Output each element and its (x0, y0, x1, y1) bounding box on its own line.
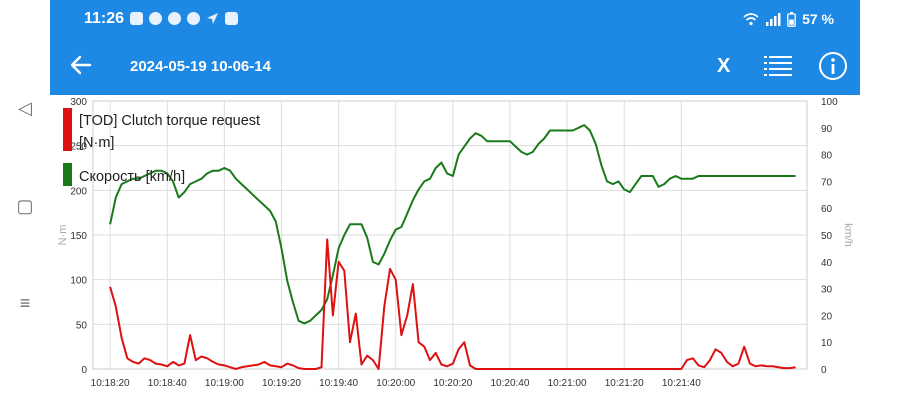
app-tile-icon (225, 12, 238, 25)
y-right-tick-label: 100 (821, 97, 838, 108)
wifi-icon (743, 13, 759, 26)
x-tick-label: 10:20:00 (376, 378, 415, 389)
y-left-tick-label: 300 (70, 97, 87, 108)
legend-torque-unit: [N·m] (79, 135, 114, 151)
torque-speed-chart[interactable]: 10:18:20 10:18:40 10:19:00 10:19:20 10:19:40… (50, 95, 860, 405)
x-tick-label: 10:18:20 (91, 378, 130, 389)
yandex-icon (187, 12, 200, 25)
info-icon[interactable] (818, 51, 848, 86)
battery-icon (787, 11, 796, 27)
y-right-tick-label: 40 (821, 258, 833, 269)
legend-torque-label: [TOD] Clutch torque request (79, 113, 260, 129)
y-left-axis-label: N·m (57, 225, 69, 246)
legend-speed-label: Скорость [km/h] (79, 169, 185, 185)
x-tick-label: 10:18:40 (148, 378, 187, 389)
x-tick-label: 10:20:40 (491, 378, 530, 389)
battery-percent: 57 % (802, 11, 834, 27)
home-square-icon[interactable]: ▢ (16, 196, 34, 216)
back-triangle-icon[interactable]: ◁ (18, 98, 32, 118)
close-button[interactable]: X (717, 55, 731, 77)
x-tick-label: 10:19:20 (262, 378, 301, 389)
x-tick-label: 10:20:20 (433, 378, 472, 389)
chart-area[interactable]: 10:18:20 10:18:40 10:19:00 10:19:20 10:19:40… (50, 95, 860, 405)
x-tick-label: 10:21:00 (548, 378, 587, 389)
log-title: 2024-05-19 10-06-14 (130, 58, 271, 75)
system-nav-bar: ◁ ▢ ≡ (0, 0, 50, 405)
y-left-tick-label: 150 (70, 231, 87, 242)
y-left-tick-label: 200 (70, 186, 87, 197)
status-time: 11:26 (84, 10, 125, 27)
speed-series-line (109, 124, 796, 325)
y-right-tick-label: 20 (821, 311, 833, 322)
y-left-tick-label: 250 (70, 142, 87, 153)
right-margin (860, 0, 900, 405)
chart-legend: [TOD] Clutch torque request [N·m] Скорость… (63, 108, 260, 186)
location-arrow-icon (206, 12, 219, 25)
status-bar: 11:26 57 % (50, 0, 860, 40)
x-tick-label: 10:21:40 (662, 378, 701, 389)
legend-swatch-speed (63, 163, 72, 186)
chart-series (109, 124, 796, 370)
y-right-tick-label: 50 (821, 231, 833, 242)
wifi-calling-icon (168, 12, 181, 25)
list-icon[interactable] (764, 54, 792, 83)
y-right-tick-label: 10 (821, 338, 833, 349)
signal-icon (766, 12, 781, 26)
chat-icon (130, 12, 143, 25)
y-right-tick-label: 80 (821, 151, 833, 162)
x-tick-label: 10:21:20 (605, 378, 644, 389)
y-right-tick-label: 60 (821, 204, 833, 215)
plot-frame (92, 100, 808, 370)
legend-swatch-torque (63, 108, 72, 151)
y-right-tick-label: 30 (821, 285, 833, 296)
x-tick-label: 10:19:40 (319, 378, 358, 389)
y-right-tick-label: 70 (821, 177, 833, 188)
y-right-axis-label: km/h (842, 223, 854, 247)
torque-series-line (109, 238, 796, 370)
y-left-tick-label: 0 (81, 365, 87, 376)
y-left-tick-label: 50 (76, 320, 88, 331)
system-status: 57 % (743, 11, 834, 27)
recents-lines-icon[interactable]: ≡ (19, 293, 31, 313)
y-right-tick-label: 90 (821, 124, 833, 135)
y-right-tick-label: 0 (821, 365, 827, 376)
back-arrow-icon[interactable] (68, 52, 94, 78)
compass-icon (149, 12, 162, 25)
chart-grid (92, 100, 808, 370)
y-left-tick-label: 100 (70, 276, 87, 287)
app-bar: 2024-05-19 10-06-14 X (50, 40, 860, 95)
x-tick-label: 10:19:00 (205, 378, 244, 389)
notification-icons (130, 12, 238, 25)
chart-axes: 10:18:20 10:18:40 10:19:00 10:19:20 10:19:40… (57, 97, 854, 389)
